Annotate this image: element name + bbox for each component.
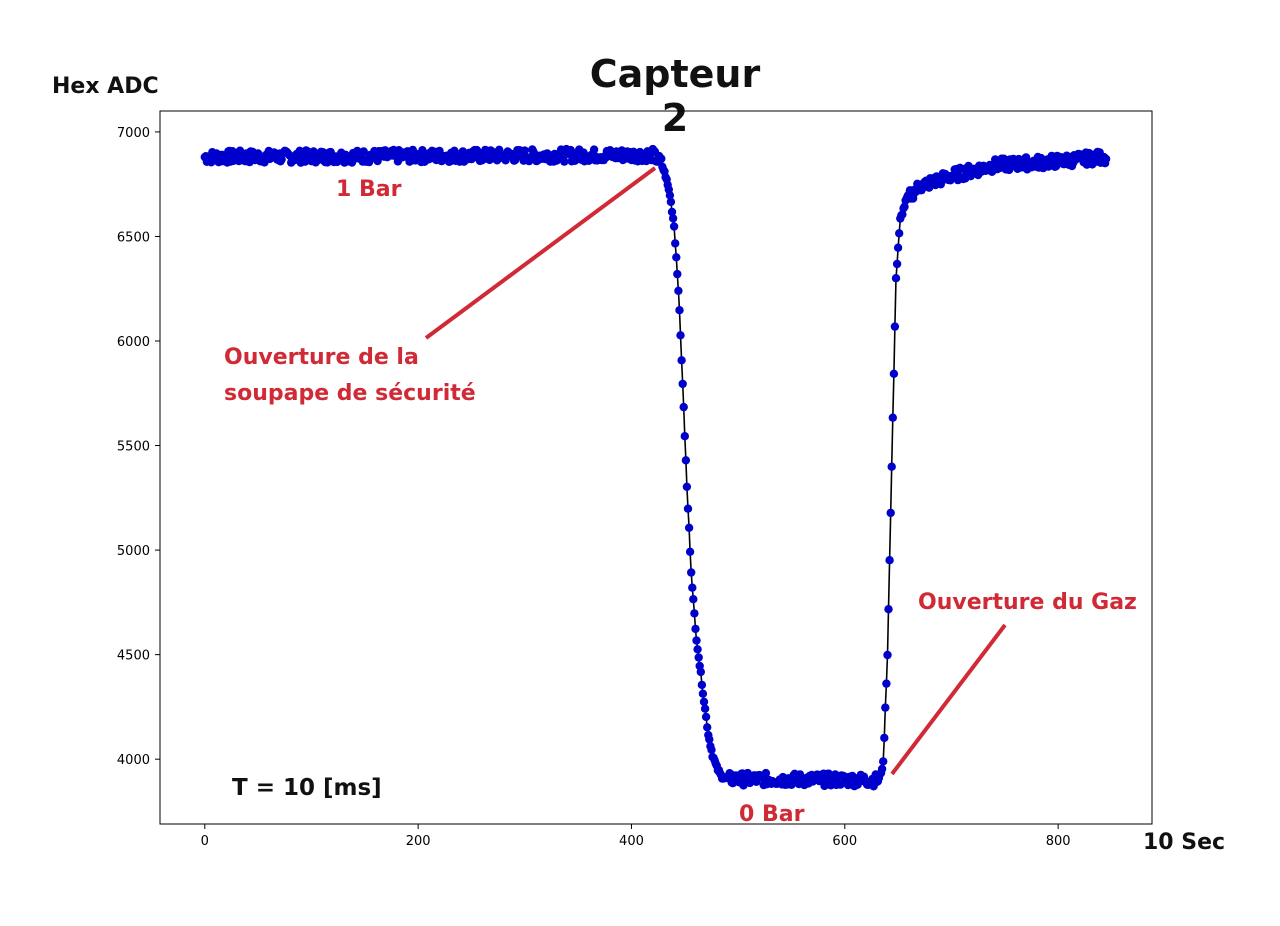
data-point	[880, 733, 889, 743]
data-point	[671, 239, 680, 248]
data-point	[676, 331, 685, 340]
x-tick-label: 800	[1046, 834, 1071, 849]
data-point	[560, 157, 569, 166]
x-tick-label: 600	[832, 834, 857, 849]
data-point	[690, 609, 699, 618]
data-point	[881, 703, 890, 712]
data-point	[359, 147, 368, 156]
data-point	[697, 680, 707, 690]
data-point	[700, 704, 710, 713]
data-point	[701, 712, 711, 722]
data-point	[684, 523, 694, 532]
data-point	[891, 274, 901, 283]
axis-ticks: 0 200 400 600 800 4000 4500 5000 5500 6000 6500 700…	[117, 126, 1071, 849]
data-point	[673, 269, 682, 279]
data-point	[882, 679, 891, 688]
data-point	[689, 595, 698, 604]
data-point	[674, 286, 683, 295]
data-point	[892, 259, 902, 269]
data-point	[699, 697, 709, 706]
data-point	[677, 356, 686, 365]
annotation-arrow-safety-valve	[424, 166, 657, 340]
data-point	[520, 146, 529, 155]
data-point	[665, 191, 675, 200]
annotation-sampling-period: T = 10 [ms]	[232, 775, 382, 801]
y-tick-label: 4500	[117, 649, 150, 664]
annotation-gas-opening: Ouverture du Gaz	[918, 590, 1137, 615]
series-line	[204, 146, 1107, 790]
data-point	[698, 689, 708, 698]
y-axis-label: Hex ADC	[52, 74, 159, 99]
data-point	[692, 636, 701, 645]
y-tick-label: 6000	[117, 335, 150, 350]
data-point	[666, 197, 676, 207]
data-point	[885, 556, 894, 565]
data-point	[277, 155, 286, 164]
data-point	[682, 482, 692, 491]
data-point	[680, 432, 689, 441]
data-point	[693, 645, 702, 654]
series-points	[200, 144, 1111, 791]
data-point	[879, 757, 888, 766]
data-point	[888, 413, 897, 422]
data-point	[694, 653, 703, 662]
annotation-0-bar: 0 Bar	[739, 802, 805, 827]
annotation-1-bar: 1 Bar	[336, 177, 402, 202]
data-point	[703, 723, 712, 732]
plot-frame	[159, 110, 1153, 825]
data-point	[705, 735, 714, 744]
data-point	[761, 768, 771, 778]
annotation-arrow-gas-opening	[890, 623, 1007, 776]
data-point	[696, 667, 705, 677]
data-point	[589, 145, 599, 154]
annotation-safety-valve: Ouverture de la soupape de sécurité	[224, 345, 476, 406]
data-point	[890, 322, 900, 331]
data-point	[687, 568, 696, 577]
x-axis-label: 10 Sec	[1143, 830, 1226, 855]
data-point	[691, 624, 700, 634]
data-point	[886, 508, 895, 518]
data-point	[667, 207, 677, 217]
data-point	[657, 154, 666, 163]
data-point	[679, 402, 688, 412]
data-point	[688, 583, 697, 592]
data-point	[900, 202, 909, 211]
y-tick-label: 5500	[117, 440, 150, 455]
data-point	[678, 379, 687, 389]
data-point	[685, 547, 695, 556]
data-point	[683, 504, 693, 513]
x-tick-label: 0	[201, 834, 209, 849]
data-point	[672, 253, 681, 262]
data-point	[681, 456, 691, 465]
data-point	[889, 369, 899, 378]
data-point	[884, 605, 893, 614]
data-point	[887, 462, 896, 471]
y-tick-label: 6500	[117, 230, 150, 245]
x-tick-label: 200	[406, 834, 431, 849]
data-point	[1101, 154, 1111, 164]
data-point	[893, 243, 903, 252]
y-tick-label: 7000	[117, 126, 150, 141]
data-point	[669, 222, 679, 231]
chart-title: Capteur 2	[589, 52, 761, 140]
data-point	[883, 650, 892, 660]
x-tick-label: 400	[619, 834, 644, 849]
y-tick-label: 4000	[117, 753, 150, 768]
y-tick-label: 5000	[117, 544, 150, 559]
data-point	[707, 745, 716, 754]
data-point	[895, 229, 904, 238]
data-point	[668, 214, 678, 223]
data-point	[675, 306, 684, 315]
data-point	[877, 764, 887, 774]
